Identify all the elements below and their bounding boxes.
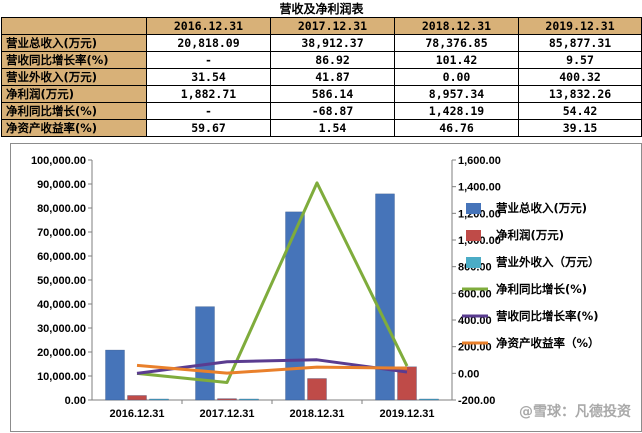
table-row: 营业外收入(万元) 31.54 41.87 0.00 400.32 xyxy=(1,68,642,86)
legend-swatch xyxy=(466,230,481,241)
table-cell: 41.87 xyxy=(270,68,395,86)
series-line xyxy=(136,363,408,375)
series-line xyxy=(136,358,408,375)
x-tick-label: 2016.12.31 xyxy=(109,408,164,420)
left-tick-label: 0.00 xyxy=(65,395,86,407)
bar xyxy=(195,306,215,401)
right-tick-label: -200.00 xyxy=(458,395,495,407)
table-cell: 1,428.19 xyxy=(394,102,519,120)
right-tick-label: 600.00 xyxy=(458,288,492,300)
table-cell: 13,832.26 xyxy=(517,85,642,103)
left-tick-label: 50,000.00 xyxy=(37,275,86,287)
table-cell: 1.54 xyxy=(270,119,395,137)
table-header-row: 2016.12.31 2017.12.31 2018.12.31 2019.12.31 xyxy=(1,17,642,35)
legend-label: 营业外收入（万元） xyxy=(496,255,600,269)
left-tick-label: 70,000.00 xyxy=(37,227,86,239)
table-cell: 38,912.37 xyxy=(270,34,395,52)
revenue-profit-table: 营收及净利润表 2016.12.31 2017.12.31 2018.12.31 201… xyxy=(1,0,642,137)
header-corner xyxy=(1,17,147,35)
left-tick-label: 90,000.00 xyxy=(37,179,86,191)
table-title: 营收及净利润表 xyxy=(1,0,642,18)
table-row: 净利同比增长(%) - -68.87 1,428.19 54.42 xyxy=(1,102,642,120)
left-tick-label: 60,000.00 xyxy=(37,251,86,263)
table-cell: 0.00 xyxy=(394,68,519,86)
row-label: 营业总收入(万元) xyxy=(1,34,147,52)
row-label: 净资产收益率(%) xyxy=(1,119,147,137)
table-cell: -68.87 xyxy=(270,102,395,120)
left-tick-label: 40,000.00 xyxy=(37,299,86,311)
bar xyxy=(149,398,169,401)
table-cell: 400.32 xyxy=(517,68,642,86)
right-tick-label: 200.00 xyxy=(458,342,492,354)
legend-label: 营收同比增长率(%) xyxy=(496,309,599,323)
table-cell: 101.42 xyxy=(394,51,519,69)
table-cell: 586.14 xyxy=(270,85,395,103)
bar xyxy=(375,193,395,401)
row-label: 净利润(万元) xyxy=(1,85,147,103)
legend-swatch xyxy=(466,203,481,214)
table-cell: 20,818.09 xyxy=(146,34,271,52)
left-tick-label: 10,000.00 xyxy=(37,371,86,383)
table-cell: 39.15 xyxy=(517,119,642,137)
year-header: 2016.12.31 xyxy=(146,17,271,35)
watermark: @雪球：凡德投资 xyxy=(519,404,631,420)
legend-label: 营业总收入(万元) xyxy=(496,201,587,215)
table-cell: - xyxy=(146,102,271,120)
legend-swatch xyxy=(466,257,481,268)
bar xyxy=(285,211,305,401)
right-tick-label: 400.00 xyxy=(458,315,492,327)
table-cell: 8,957.34 xyxy=(394,85,519,103)
legend-label: 净利润(万元) xyxy=(496,228,564,242)
left-tick-label: 80,000.00 xyxy=(37,203,86,215)
row-label: 净利同比增长(%) xyxy=(1,102,147,120)
year-header: 2017.12.31 xyxy=(270,17,395,35)
table-row: 净资产收益率(%) 59.67 1.54 46.76 39.15 xyxy=(1,119,642,137)
chart-frame: 0.00 10,000.00 20,000.00 30,000.00 40,000.00… xyxy=(10,143,642,432)
table-row: 营业总收入(万元) 20,818.09 38,912.37 78,376.85 85,8… xyxy=(1,34,642,52)
bar xyxy=(419,398,439,401)
year-header: 2019.12.31 xyxy=(517,17,642,35)
right-tick-label: 0.00 xyxy=(458,368,479,380)
right-tick-label: 1,400.00 xyxy=(458,182,501,194)
table-cell: - xyxy=(146,51,271,69)
table-cell: 59.67 xyxy=(146,119,271,137)
table-cell: 78,376.85 xyxy=(394,34,519,52)
bar xyxy=(239,398,259,401)
left-tick-label: 100,000.00 xyxy=(31,155,86,167)
legend-label: 净利同比增长(%) xyxy=(496,282,587,296)
left-tick-label: 30,000.00 xyxy=(37,323,86,335)
table-cell: 54.42 xyxy=(517,102,642,120)
bar xyxy=(217,398,237,401)
left-tick-label: 20,000.00 xyxy=(37,347,86,359)
row-label: 营收同比增长率(%) xyxy=(1,51,147,69)
x-tick-label: 2018.12.31 xyxy=(289,408,344,420)
table-cell: 85,877.31 xyxy=(517,34,642,52)
x-tick-label: 2019.12.31 xyxy=(379,408,434,420)
x-tick-label: 2017.12.31 xyxy=(199,408,254,420)
table-cell: 31.54 xyxy=(146,68,271,86)
bar xyxy=(127,395,147,401)
bar xyxy=(307,378,327,401)
legend-label: 净资产收益率（%） xyxy=(496,336,600,350)
row-label: 营业外收入(万元) xyxy=(1,68,147,86)
table-cell: 9.57 xyxy=(517,51,642,69)
table-cell: 86.92 xyxy=(270,51,395,69)
table-title-row: 营收及净利润表 xyxy=(1,0,642,18)
bar xyxy=(105,349,125,401)
series-line xyxy=(136,181,409,385)
data-table-region: 营收及净利润表 2016.12.31 2017.12.31 2018.12.31 201… xyxy=(0,0,642,137)
year-header: 2018.12.31 xyxy=(394,17,519,35)
table-row: 营收同比增长率(%) -86.92 101.42 9.57 xyxy=(1,51,642,69)
combo-chart: 0.00 10,000.00 20,000.00 30,000.00 40,000.00… xyxy=(31,155,600,420)
table-cell: 1,882.71 xyxy=(146,85,271,103)
table-cell: 46.76 xyxy=(394,119,519,137)
table-row: 净利润(万元) 1,882.71 586.14 8,957.34 13,832.26 xyxy=(1,85,642,103)
right-tick-label: 1,600.00 xyxy=(458,155,501,167)
